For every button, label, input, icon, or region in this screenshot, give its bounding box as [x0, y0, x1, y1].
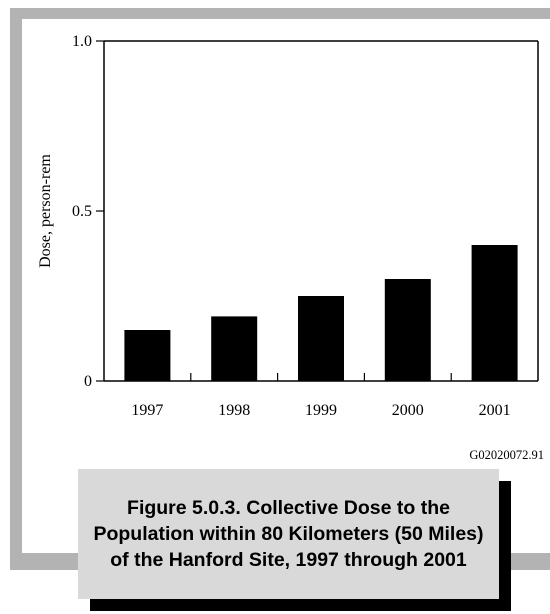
y-ticks-group: 0 0.5 1.0 [72, 33, 104, 390]
bar-1997 [124, 330, 171, 381]
y-tick-label: 0.5 [72, 203, 92, 220]
figure-id-label: G02020072.91 [469, 448, 544, 462]
caption-box: Figure 5.0.3. Collective Dose to the Pop… [78, 469, 499, 599]
bars-group [124, 245, 518, 381]
bar-1999 [298, 296, 344, 381]
bar-2001 [471, 245, 518, 381]
figure-caption: Figure 5.0.3. Collective Dose to the Pop… [93, 497, 484, 571]
y-axis-label: Dose, person-rem [37, 154, 54, 268]
figure-inner-panel [22, 19, 550, 553]
bar-2000 [384, 279, 431, 381]
x-tick-label-2000: 2000 [392, 402, 424, 419]
bar-1998 [211, 316, 258, 381]
y-tick-label: 1.0 [72, 33, 92, 50]
x-tick-label-1999: 1999 [305, 402, 337, 419]
x-tick-label-1998: 1998 [218, 402, 250, 419]
x-ticks-group: 1997 1998 1999 2000 2001 [131, 373, 511, 419]
y-tick-label: 0 [84, 373, 92, 390]
x-tick-label-1997: 1997 [131, 402, 163, 419]
x-tick-label-2001: 2001 [479, 402, 511, 419]
